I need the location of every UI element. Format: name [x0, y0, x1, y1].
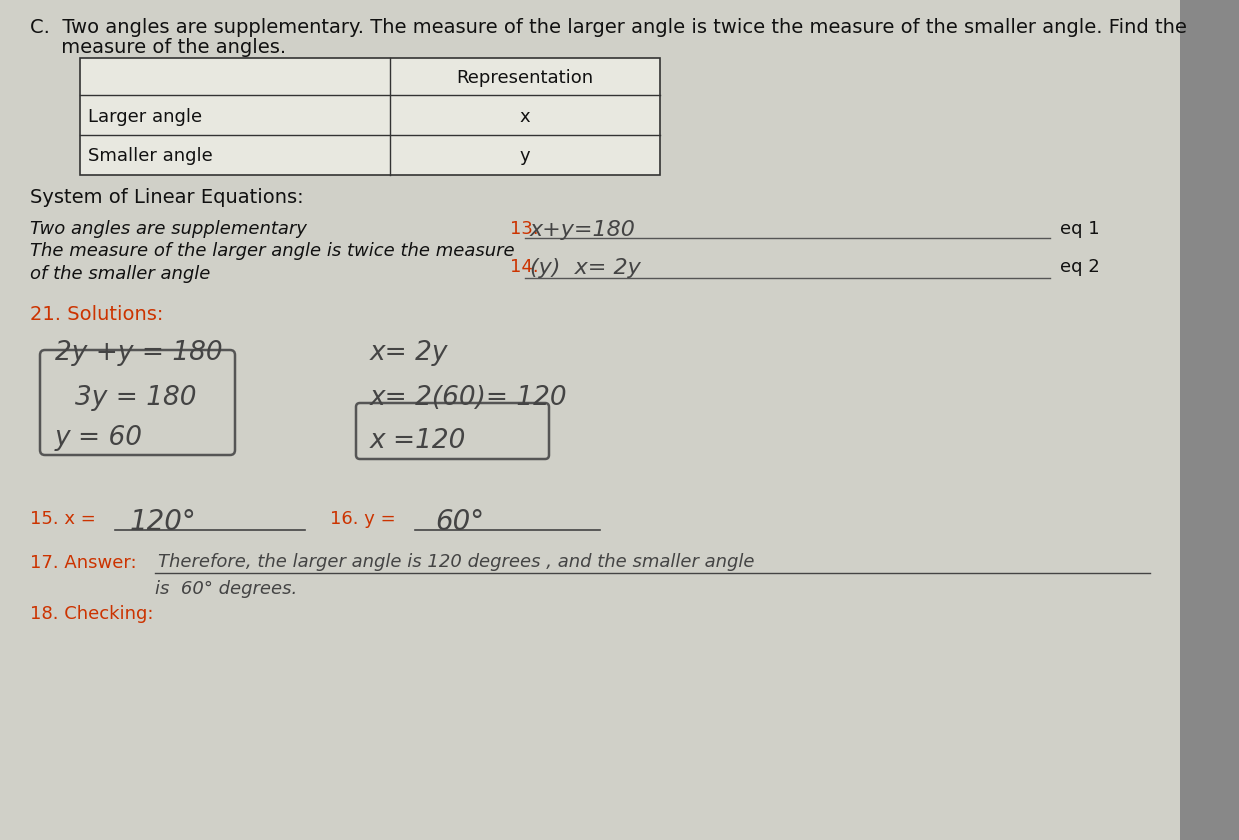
Text: eq 2: eq 2	[1061, 258, 1100, 276]
Text: Therefore, the larger angle is 120 degrees , and the smaller angle: Therefore, the larger angle is 120 degre…	[159, 553, 755, 571]
Text: of the smaller angle: of the smaller angle	[30, 265, 211, 283]
Text: 16. y =: 16. y =	[330, 510, 395, 528]
Text: 60°: 60°	[435, 508, 484, 536]
Bar	[1180, 0, 1239, 840]
Text: System of Linear Equations:: System of Linear Equations:	[30, 188, 304, 207]
Text: C.  Two angles are supplementary. The measure of the larger angle is twice the m: C. Two angles are supplementary. The mea…	[30, 18, 1187, 37]
Text: measure of the angles.: measure of the angles.	[30, 38, 286, 57]
Text: 14.: 14.	[510, 258, 539, 276]
Text: x+y=180: x+y=180	[530, 220, 636, 240]
Text: 3y = 180: 3y = 180	[76, 385, 197, 411]
Text: x =120: x =120	[370, 428, 466, 454]
Text: 17. Answer:: 17. Answer:	[30, 554, 136, 572]
Text: 21. Solutions:: 21. Solutions:	[30, 305, 164, 324]
Text: 13.: 13.	[510, 220, 539, 238]
Text: 18. Checking:: 18. Checking:	[30, 605, 154, 623]
Text: eq 1: eq 1	[1061, 220, 1100, 238]
Text: (y)  x= 2y: (y) x= 2y	[530, 258, 641, 278]
Text: 2y +y = 180: 2y +y = 180	[55, 340, 223, 366]
Text: x: x	[519, 108, 530, 126]
Text: x= 2y: x= 2y	[370, 340, 449, 366]
Text: Representation: Representation	[456, 69, 593, 87]
Bar	[81, 58, 660, 175]
Text: Smaller angle: Smaller angle	[88, 147, 213, 165]
Text: y: y	[519, 147, 530, 165]
Text: The measure of the larger angle is twice the measure: The measure of the larger angle is twice…	[30, 242, 514, 260]
Text: 15. x =: 15. x =	[30, 510, 95, 528]
Text: is  60° degrees.: is 60° degrees.	[155, 580, 297, 598]
Text: x= 2(60)= 120: x= 2(60)= 120	[370, 385, 567, 411]
Text: Larger angle: Larger angle	[88, 108, 202, 126]
Text: 120°: 120°	[130, 508, 197, 536]
Text: Two angles are supplementary: Two angles are supplementary	[30, 220, 307, 238]
Text: y = 60: y = 60	[55, 425, 142, 451]
